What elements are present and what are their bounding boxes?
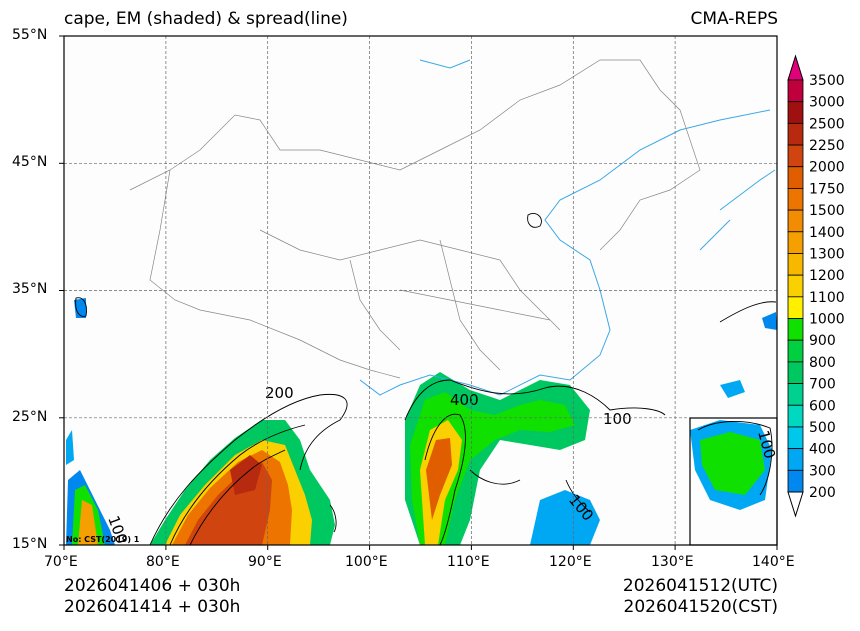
colorbar-max-arrow: [787, 54, 804, 81]
colorbar-label: 900: [809, 333, 836, 349]
colorbar-label: 1100: [809, 290, 845, 306]
colorbar-band: [787, 448, 804, 471]
colorbar-label: 3500: [809, 73, 845, 89]
lon-label: 90°E: [248, 554, 282, 570]
colorbar-band: [787, 426, 804, 450]
model-name: CMA-REPS: [690, 9, 778, 29]
lat-label: 15°N: [12, 536, 48, 552]
colorbar-band: [787, 383, 804, 406]
colorbar-band: [787, 339, 804, 363]
colorbar-label: 700: [809, 377, 836, 393]
colorbar-label: 1300: [809, 246, 845, 262]
lon-label: 80°E: [146, 554, 180, 570]
contour-labels: 200 400 100 100 100 100: [104, 384, 779, 546]
map-title: cape, EM (shaded) & spread(line): [64, 9, 348, 29]
lon-label: 110°E: [447, 554, 490, 570]
colorbar-band: [787, 101, 804, 124]
colorbar-label: 400: [809, 442, 836, 458]
gridlines: [64, 36, 777, 545]
lat-label: 45°N: [12, 154, 48, 170]
colorbar-band: [787, 318, 804, 341]
colorbar-min-arrow: [787, 491, 804, 518]
colorbar-label: 1400: [809, 225, 845, 241]
colorbar-band: [787, 166, 804, 189]
colorbar-label: 1200: [809, 268, 845, 284]
init-time-cst: 2026041414 + 030h: [64, 597, 241, 617]
colorbar-label: 2500: [809, 116, 845, 132]
lon-label: 130°E: [651, 554, 694, 570]
lat-label: 35°N: [12, 281, 48, 297]
svg-text:100: 100: [603, 410, 632, 428]
colorbar-band: [787, 296, 804, 319]
colorbar-band: [787, 209, 804, 233]
colorbar-label: 1000: [809, 312, 845, 328]
colorbar-label: 500: [809, 420, 836, 436]
lon-label: 70°E: [44, 554, 78, 570]
lon-label: 100°E: [345, 554, 388, 570]
init-time-utc: 2026041406 + 030h: [64, 576, 241, 596]
colorbar-band: [787, 253, 804, 276]
colorbar-label: 1750: [809, 181, 845, 197]
colorbar-label: 3000: [809, 95, 845, 111]
colorbar-label: 1500: [809, 203, 845, 219]
colorbar-label: 2000: [809, 160, 845, 176]
map-stamp: No: CST(2019) 1: [66, 535, 140, 544]
valid-time-utc: 2026041512(UTC): [622, 576, 778, 596]
spread-contours: [75, 213, 777, 546]
lat-label: 25°N: [12, 409, 48, 425]
lon-label: 140°E: [752, 554, 795, 570]
colorbar-label: 800: [809, 355, 836, 371]
svg-text:200: 200: [265, 384, 294, 402]
svg-text:400: 400: [450, 391, 479, 409]
colorbar-band: [787, 274, 804, 298]
colorbar: 3500 3000 2500 2250 2000 1750 1500 1400 1300 1200…: [787, 54, 845, 518]
colorbar-label: 200: [809, 485, 836, 501]
colorbar-band: [787, 188, 804, 211]
colorbar-band: [787, 144, 804, 168]
lon-label: 120°E: [549, 554, 592, 570]
colorbar-band: [787, 361, 804, 384]
valid-time-cst: 2026041520(CST): [623, 597, 778, 617]
colorbar-band: [787, 469, 804, 493]
lat-label: 55°N: [12, 27, 48, 43]
colorbar-label: 2250: [809, 138, 845, 154]
coastline: [359, 59, 776, 396]
colorbar-band: [787, 231, 804, 254]
colorbar-label: 300: [809, 463, 836, 479]
province-borders: [129, 59, 701, 379]
colorbar-band: [787, 404, 804, 428]
colorbar-band: [787, 79, 804, 103]
colorbar-label: 600: [809, 398, 836, 414]
colorbar-band: [787, 122, 804, 146]
